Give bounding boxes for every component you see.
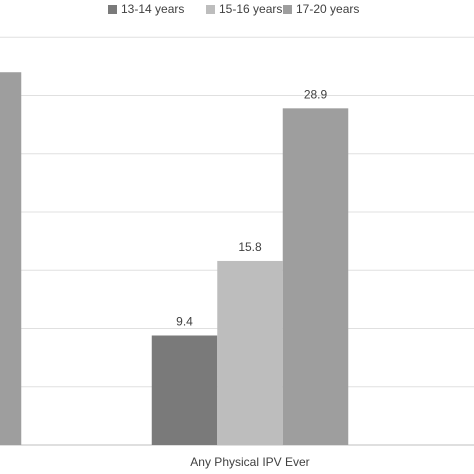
legend-label: 13-14 years [121, 2, 184, 16]
legend-swatch [206, 5, 215, 14]
bar [0, 72, 22, 445]
x-tick-label: Any Physical IPV Ever [190, 455, 309, 469]
data-label: 9.4 [176, 315, 193, 329]
bar [282, 108, 349, 445]
legend-swatch [108, 5, 117, 14]
bar [217, 260, 283, 445]
legend-swatch [283, 5, 292, 14]
bar [151, 335, 218, 445]
data-label: 28.9 [304, 88, 328, 102]
legend-label: 17-20 years [296, 2, 359, 16]
data-label: 15.8 [238, 240, 262, 254]
legend-label: 15-16 years [219, 2, 282, 16]
